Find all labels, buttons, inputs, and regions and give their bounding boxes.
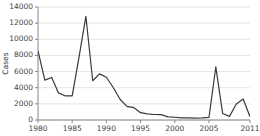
y-axis-label: Cases (1, 52, 10, 74)
plot-area (38, 16, 250, 118)
x-tick-label: 1990 (97, 124, 116, 133)
y-tick-label: 14000 (9, 2, 33, 11)
y-tick-label: 6000 (14, 67, 33, 76)
grid-line (38, 120, 250, 121)
y-tick-label: 8000 (14, 50, 33, 59)
x-tick-label: 2011 (240, 124, 259, 133)
x-tick-label: 1995 (131, 124, 150, 133)
grid-line (38, 71, 250, 72)
x-tick-label: 1980 (28, 124, 47, 133)
y-tick-label: 2000 (14, 99, 33, 108)
x-tick-label: 2000 (165, 124, 184, 133)
y-axis-line (38, 7, 39, 120)
grid-line (38, 7, 250, 8)
y-tick-label: 4000 (14, 83, 33, 92)
grid-line (38, 87, 250, 88)
x-axis-line (38, 120, 250, 121)
grid-line (38, 39, 250, 40)
y-tick-label: 12000 (9, 18, 33, 27)
x-tick-label: 1985 (63, 124, 82, 133)
y-tick-label: 10000 (9, 34, 33, 43)
grid-line (38, 103, 250, 104)
grid-line (38, 23, 250, 24)
line (38, 16, 250, 118)
grid-line (38, 55, 250, 56)
x-tick-label: 2005 (199, 124, 218, 133)
y-tick-label: 0 (28, 115, 33, 124)
chart: 0 2000 4000 6000 8000 10000 12000 14000 1980 1985… (0, 0, 260, 136)
